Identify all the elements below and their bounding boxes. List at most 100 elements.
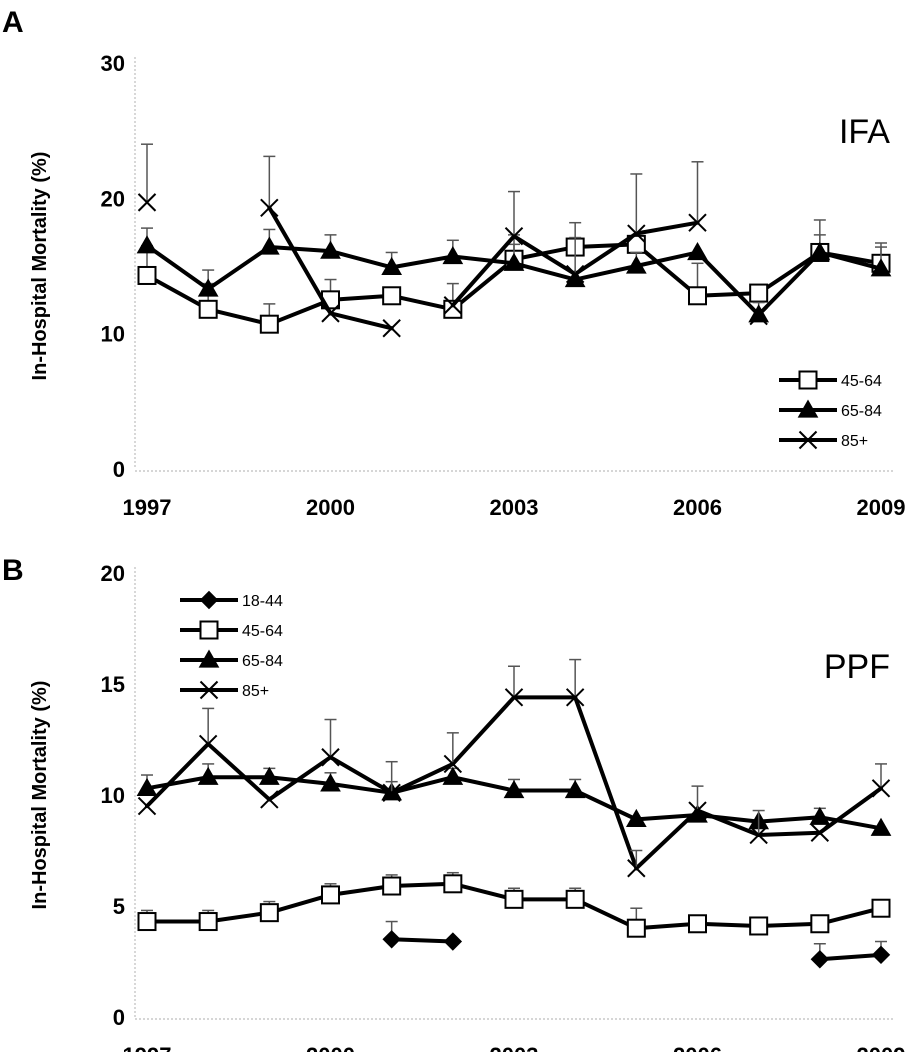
series-line-segment — [817, 952, 883, 962]
legend-marker — [797, 399, 819, 418]
x-tick-label: 2006 — [673, 1043, 722, 1052]
data-point — [504, 889, 524, 909]
series-line-segment — [267, 245, 333, 254]
data-point — [688, 801, 707, 820]
series-line-segment — [756, 250, 822, 317]
series-line-segment — [817, 250, 883, 271]
series-line-segment — [206, 245, 272, 292]
y-tick-label: 15 — [101, 672, 125, 697]
data-point — [382, 286, 402, 306]
data-point-stroke-2 — [321, 748, 340, 767]
data-point — [443, 754, 463, 774]
series-line-segment — [817, 815, 883, 831]
data-point — [565, 889, 585, 909]
data-point — [260, 790, 279, 809]
series-line-segment — [328, 311, 394, 331]
series-line-segment — [512, 234, 578, 277]
data-point — [197, 278, 219, 297]
data-point-stroke-2 — [137, 796, 157, 816]
y-tick-label: 0 — [113, 1005, 125, 1030]
series-line-segment — [450, 254, 516, 266]
series-line-segment — [634, 921, 700, 931]
data-point — [198, 912, 218, 932]
series-65-84 — [136, 227, 892, 323]
x-tick-label: 2003 — [490, 1043, 539, 1052]
y-tick-label: 10 — [101, 783, 125, 808]
series-line-segment — [450, 881, 516, 902]
data-point-stroke-2 — [565, 264, 585, 284]
legend-marker — [198, 649, 220, 668]
data-point — [565, 688, 585, 707]
data-point — [381, 256, 403, 275]
data-point — [258, 236, 280, 255]
data-point — [382, 930, 401, 949]
data-point-stroke-2 — [260, 198, 279, 218]
data-point — [627, 224, 646, 243]
series-line-segment — [634, 242, 700, 298]
data-point — [321, 885, 340, 905]
data-point — [870, 258, 892, 277]
series-line-segment — [756, 815, 822, 824]
legend-marker — [199, 680, 219, 700]
series-line-segment — [328, 755, 394, 795]
data-point-stroke-2 — [321, 304, 340, 323]
x-tick-label: 2000 — [306, 1043, 355, 1052]
data-point — [137, 912, 157, 932]
data-point — [321, 748, 340, 767]
y-tick-label: 30 — [101, 51, 125, 76]
series-line-segment — [756, 250, 822, 296]
data-point — [809, 241, 831, 261]
data-point-stroke-2 — [443, 296, 463, 315]
y-tick-label: 10 — [101, 322, 125, 347]
data-point — [136, 235, 158, 254]
data-point — [136, 777, 158, 796]
data-point-stroke-2 — [382, 319, 401, 338]
data-point — [503, 252, 525, 271]
series-line-segment — [634, 250, 700, 268]
series-line-segment — [695, 291, 761, 298]
data-point — [504, 688, 524, 707]
data-point — [870, 817, 892, 836]
series-line-segment — [389, 254, 455, 270]
data-point — [443, 874, 463, 894]
series-line-segment — [450, 234, 516, 308]
y-tick-label: 0 — [113, 457, 125, 482]
data-point — [749, 306, 768, 326]
legend-label: 65-84 — [841, 403, 882, 420]
y-tick-label: 5 — [113, 894, 125, 919]
data-point-stroke-2 — [198, 734, 218, 754]
x-tick-label: 2003 — [490, 495, 539, 520]
legend: 18-44 45-64 65-84 85+ — [180, 590, 283, 700]
data-point — [443, 932, 463, 951]
x-tick-label: 2009 — [857, 1043, 906, 1052]
panel-b: B 0 5 10 15 20 1997 2000 2003 2006 2009 In-Hospital… — [2, 554, 906, 1057]
legend-label: 85+ — [242, 683, 269, 700]
y-axis-label: In-Hospital Mortality (%) — [29, 681, 51, 910]
series-line-segment — [267, 205, 333, 316]
data-point — [443, 299, 463, 319]
data-point-stroke-2 — [688, 801, 707, 820]
data-point — [382, 876, 402, 896]
data-point — [871, 945, 891, 965]
data-point — [625, 808, 647, 828]
data-point — [809, 806, 831, 825]
series-line-segment — [206, 307, 272, 327]
data-point — [198, 734, 218, 754]
series-line-segment — [573, 231, 639, 277]
data-point — [687, 241, 708, 261]
x-tick-label: 1997 — [123, 495, 172, 520]
data-point — [810, 950, 830, 969]
series-45-64 — [137, 871, 891, 938]
panel-a: A 0 10 20 30 1997 2000 2003 2006 2009 In-Hospital … — [2, 6, 905, 520]
data-point-stroke-2 — [749, 825, 768, 845]
data-point — [443, 296, 463, 315]
data-point-stroke-2 — [260, 790, 279, 809]
data-point — [503, 780, 525, 799]
series-line-segment — [695, 250, 761, 317]
data-point — [260, 198, 279, 218]
data-point — [688, 286, 707, 306]
data-point — [197, 766, 219, 785]
data-point — [137, 796, 157, 816]
data-point — [749, 283, 769, 303]
data-point — [321, 304, 340, 323]
